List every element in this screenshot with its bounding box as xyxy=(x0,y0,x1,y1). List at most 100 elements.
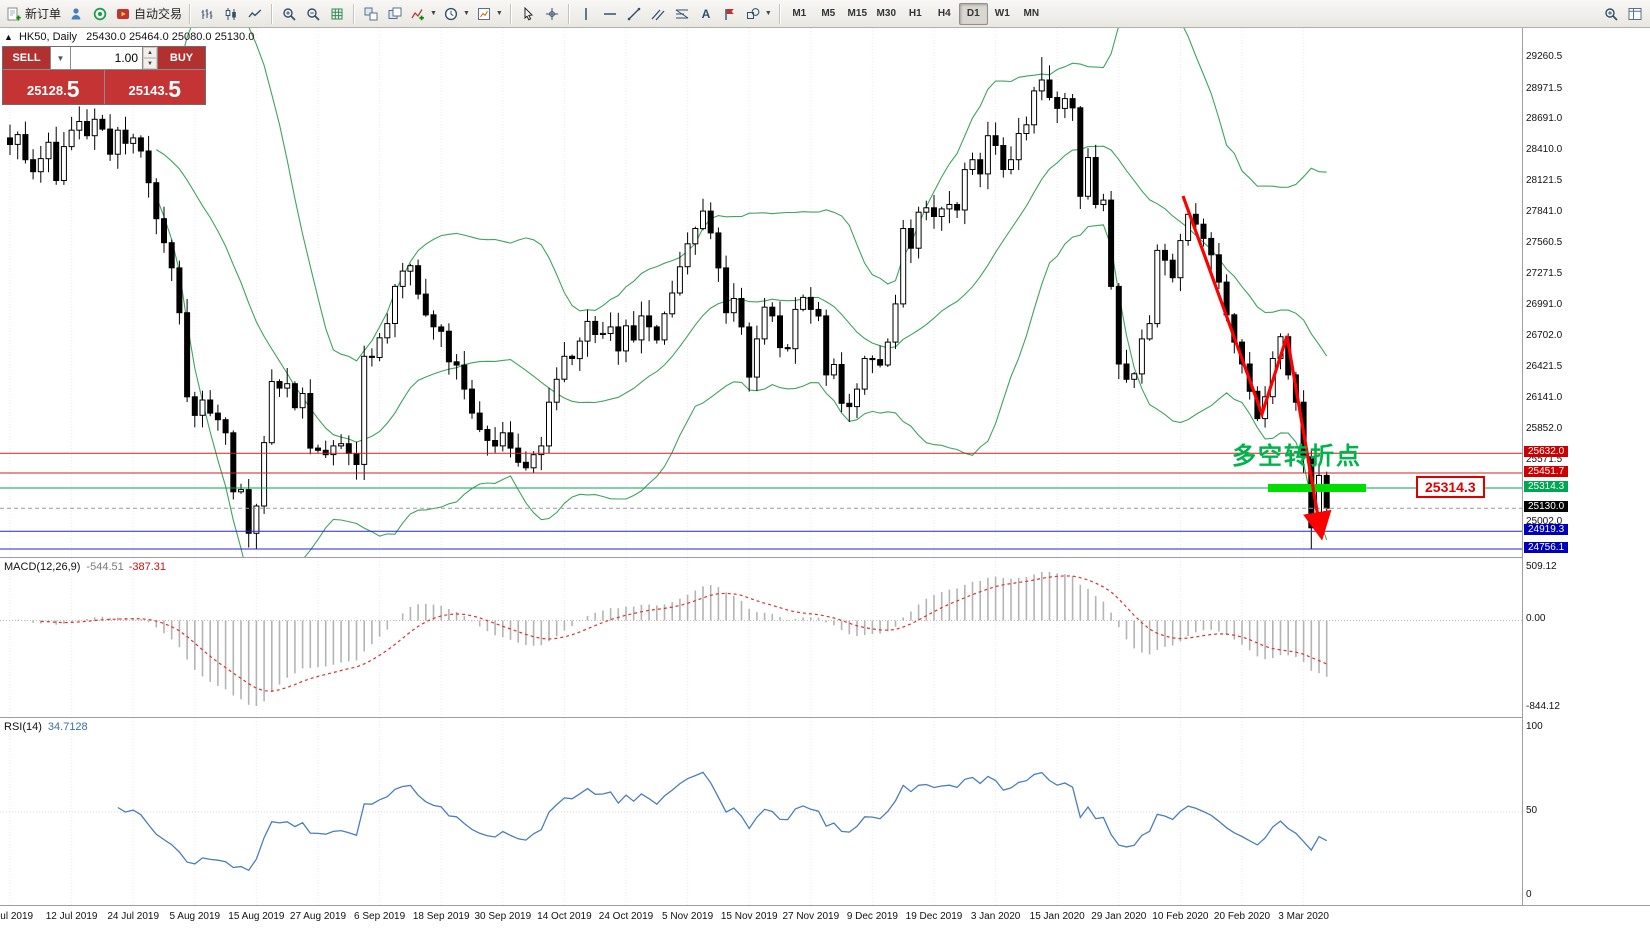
rsi-axis-label: 50 xyxy=(1526,805,1538,816)
volume-stepper[interactable]: ▲ ▼ xyxy=(143,47,157,69)
macd-axis-label: 509.12 xyxy=(1526,561,1557,572)
macd-panel[interactable]: MACD(12,26,9) -544.51 -387.31 xyxy=(0,557,1650,718)
buy-button[interactable]: BUY xyxy=(158,47,205,69)
community-button[interactable] xyxy=(88,3,112,25)
auto-trading-button-label: 自动交易 xyxy=(134,7,183,21)
horizontal-line-button[interactable] xyxy=(598,3,622,25)
chevron-down-icon[interactable]: ▼ xyxy=(462,10,470,17)
rsi-panel[interactable]: RSI(14) 34.7128 xyxy=(0,717,1650,906)
candle-chart-button[interactable] xyxy=(219,3,243,25)
horizontal-line-icon xyxy=(603,12,616,15)
auto-trading-button[interactable]: 自动交易 xyxy=(112,3,185,25)
rsi-label: RSI(14) 34.7128 xyxy=(4,721,88,733)
auto-trading-icon xyxy=(117,8,130,19)
templates-icon xyxy=(477,7,490,20)
zoom-out-button[interactable] xyxy=(301,3,325,25)
macd-label: MACD(12,26,9) -544.51 -387.31 xyxy=(4,561,167,573)
shapes-button[interactable]: ▼ xyxy=(742,3,775,25)
buy-price: 25143. xyxy=(128,83,169,98)
periods-button[interactable]: ▼ xyxy=(440,3,473,25)
volume-up-icon[interactable]: ▲ xyxy=(143,47,157,58)
chevron-down-icon[interactable]: ▼ xyxy=(764,10,772,17)
date-tick-label: 5 Nov 2019 xyxy=(662,911,714,922)
timeframe-h1[interactable]: H1 xyxy=(908,8,922,19)
volume-down-icon[interactable]: ▼ xyxy=(143,58,157,69)
new-order-button[interactable]: 新订单 xyxy=(3,3,64,25)
community-icon xyxy=(93,7,107,20)
timeframe-m1[interactable]: M1 xyxy=(792,8,807,19)
date-tick-label: 20 Feb 2020 xyxy=(1213,911,1271,922)
svg-text:A: A xyxy=(702,7,711,21)
fibonacci-icon xyxy=(675,9,689,18)
date-axis[interactable]: 2 Jul 2019 12 Jul 2019 24 Jul 2019 5 Aug 20… xyxy=(0,905,1650,931)
timeframe-m15[interactable]: M15 xyxy=(847,8,867,19)
timeframe-m5[interactable]: M5 xyxy=(821,8,836,19)
macd-chart[interactable] xyxy=(0,558,1522,718)
date-tick-label: 15 Nov 2019 xyxy=(720,911,778,922)
candle-chart-icon xyxy=(225,7,236,20)
fibonacci-button[interactable] xyxy=(670,3,694,25)
timeframe-h4[interactable]: H4 xyxy=(937,8,951,19)
volume-dropdown[interactable]: ▼ xyxy=(51,47,70,69)
timeframe-m30[interactable]: M30 xyxy=(876,8,896,19)
price-tick-label: 25002.0 xyxy=(1526,516,1563,528)
text-button[interactable]: A xyxy=(694,3,718,25)
one-click-trading-panel: SELL ▼ 1.00 ▲ ▼ BUY 25128. 5 25143. 5 xyxy=(2,46,206,105)
vertical-line-button[interactable] xyxy=(574,3,598,25)
grid-button[interactable] xyxy=(325,3,349,25)
price-tick-label: 27841.0 xyxy=(1526,206,1563,218)
symbol-period-label: HK50, Daily xyxy=(18,31,78,43)
zoom-in-button[interactable] xyxy=(277,3,301,25)
rsi-chart[interactable] xyxy=(0,718,1522,906)
sell-button[interactable]: SELL xyxy=(3,47,50,69)
price-tick-label: 25571.5 xyxy=(1526,453,1563,465)
price-tick-label: 26991.0 xyxy=(1526,298,1563,310)
search-button[interactable] xyxy=(1599,3,1623,25)
grid-icon xyxy=(331,8,343,19)
bar-chart-button[interactable] xyxy=(195,3,219,25)
cascade-windows-button[interactable] xyxy=(383,3,407,25)
price-tick-label: 26421.5 xyxy=(1526,361,1563,373)
rsi-line xyxy=(117,771,1328,872)
rsi-axis-label: 100 xyxy=(1526,721,1543,732)
buy-price-button[interactable]: 25143. 5 xyxy=(104,70,205,104)
channel-icon xyxy=(651,9,665,20)
price-chart[interactable] xyxy=(0,28,1522,557)
date-tick-label: 3 Mar 2020 xyxy=(1278,911,1329,922)
volume-input[interactable]: 1.00 xyxy=(71,47,142,69)
price-axis[interactable]: 29260.5 28971.5 28691.0 28410.0 28121.5 27841… xyxy=(1522,28,1650,905)
date-tick-label: 15 Jan 2020 xyxy=(1029,911,1085,922)
cursor-icon xyxy=(524,6,533,20)
toolbar: 新订单 自动交易 ▼ ▼ ▼ A ▼ M1 M5 M15 M30 H1 H4 D1 W1 MN xyxy=(0,0,1650,28)
toolbar-separator xyxy=(189,3,192,24)
templates-button[interactable]: ▼ xyxy=(473,3,506,25)
tile-windows-icon xyxy=(364,7,378,20)
timeframe-d1[interactable]: D1 xyxy=(958,2,988,25)
tile-windows-button[interactable] xyxy=(359,3,383,25)
market-watch-button[interactable] xyxy=(64,3,88,25)
cursor-button[interactable] xyxy=(516,3,540,25)
price-callout-box: 25314.3 xyxy=(1416,476,1485,498)
price-chart-panel[interactable]: ▲ HK50, Daily 25430.0 25464.0 25080.0 25… xyxy=(0,28,1522,557)
indicators-button[interactable]: ▼ xyxy=(407,3,440,25)
label-icon xyxy=(725,8,734,20)
chevron-down-icon[interactable]: ▼ xyxy=(495,10,503,17)
timeframe-mn[interactable]: MN xyxy=(1023,8,1040,19)
collapse-panel-icon[interactable]: ▲ xyxy=(4,32,13,42)
sell-price-button[interactable]: 25128. 5 xyxy=(3,70,104,104)
toolbar-right-group xyxy=(1599,3,1647,25)
channel-button[interactable] xyxy=(646,3,670,25)
label-button[interactable] xyxy=(718,3,742,25)
trendline-button[interactable] xyxy=(622,3,646,25)
search-icon xyxy=(1605,7,1618,21)
price-tick-label: 28691.0 xyxy=(1526,113,1563,125)
price-tick-label: 28410.0 xyxy=(1526,143,1563,155)
price-tick-label: 26702.0 xyxy=(1526,330,1563,342)
price-line-label: 25314.3 xyxy=(1524,481,1569,493)
macd-signal-line xyxy=(40,575,1327,692)
crosshair-button[interactable] xyxy=(540,3,564,25)
line-chart-button[interactable] xyxy=(243,3,267,25)
timeframe-w1[interactable]: W1 xyxy=(994,8,1010,19)
window-layout-button[interactable] xyxy=(1623,3,1647,25)
chevron-down-icon[interactable]: ▼ xyxy=(430,10,437,17)
